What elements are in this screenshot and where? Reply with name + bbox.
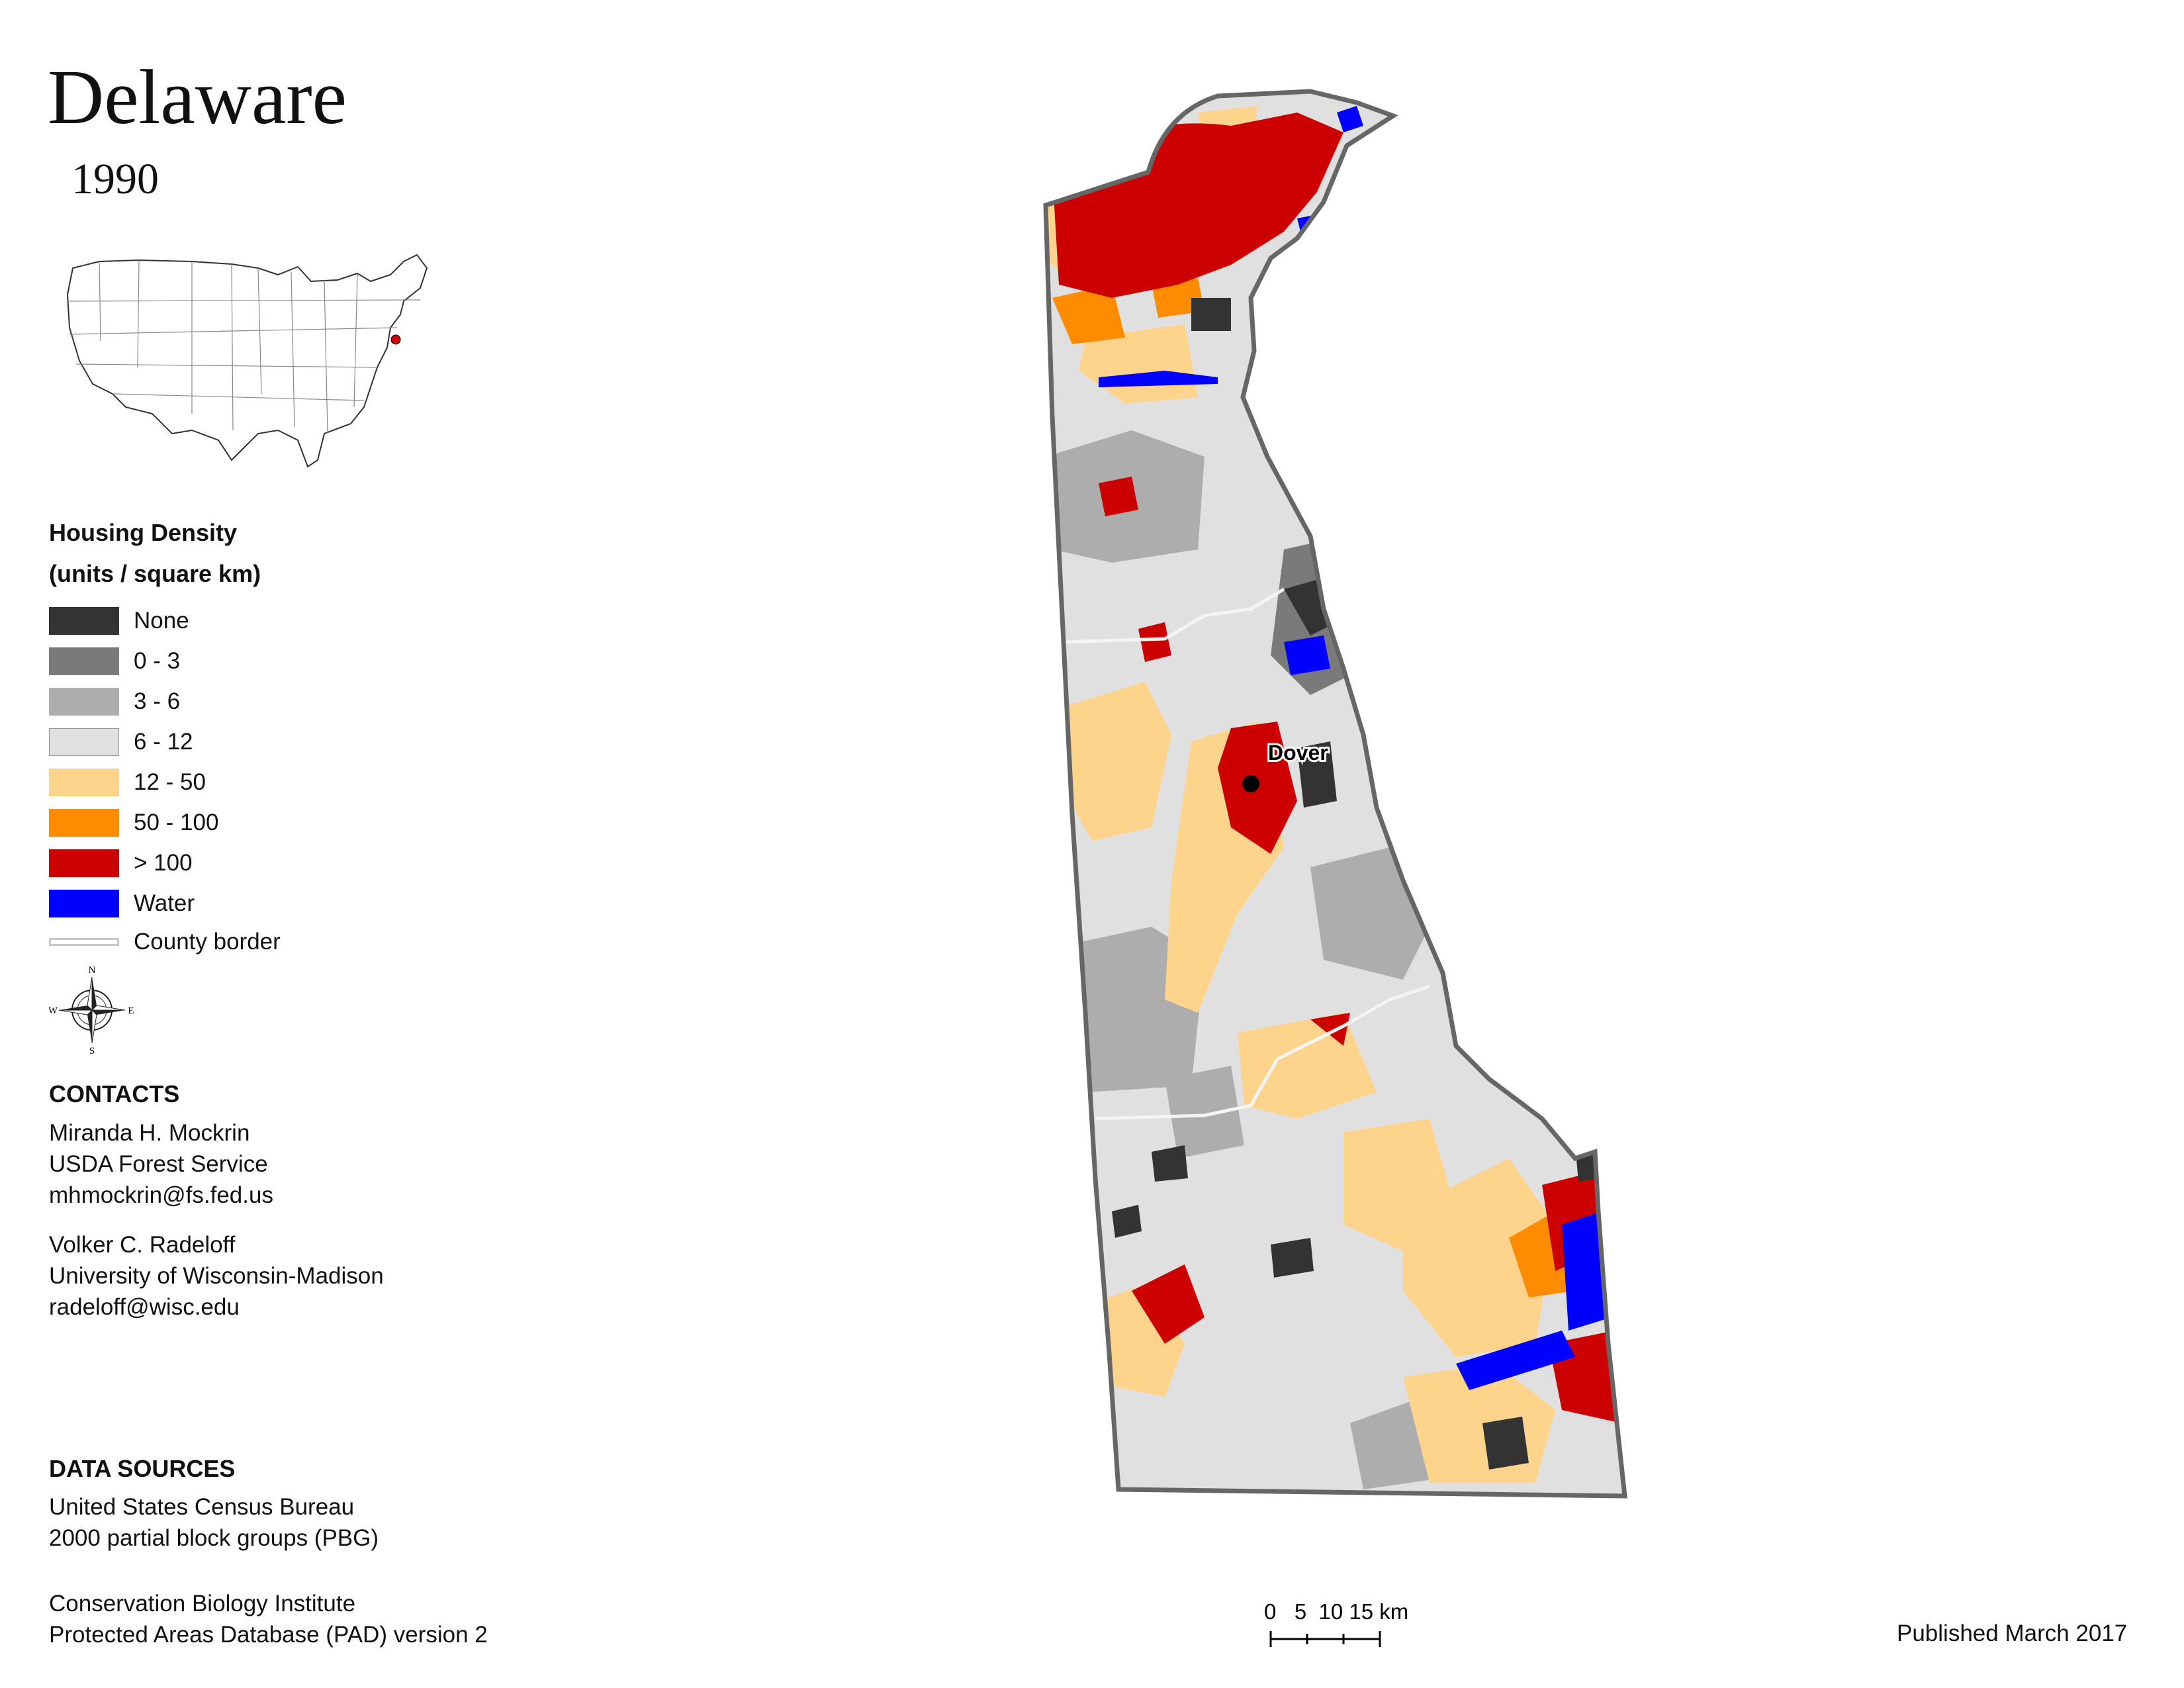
legend-swatch bbox=[49, 890, 119, 917]
legend-label: 3 - 6 bbox=[134, 688, 181, 714]
legend-label: 50 - 100 bbox=[134, 810, 219, 835]
compass-w: W bbox=[49, 1006, 58, 1016]
compass-s: S bbox=[89, 1046, 95, 1055]
compass-n: N bbox=[89, 965, 96, 976]
contacts-heading: CONTACTS bbox=[49, 1080, 180, 1107]
compass-e: E bbox=[128, 1006, 134, 1016]
legend-swatch bbox=[49, 809, 119, 837]
contact-org: USDA Forest Service bbox=[49, 1151, 268, 1177]
legend-label: None bbox=[134, 608, 189, 633]
legend-item-none: None bbox=[49, 604, 189, 637]
delaware-housing-density-map: Dover bbox=[1043, 89, 1627, 1499]
map-title: Delaware bbox=[48, 54, 347, 140]
legend-swatch bbox=[49, 688, 119, 716]
legend-label: 12 - 50 bbox=[134, 769, 206, 795]
legend-swatch bbox=[49, 728, 119, 756]
legend-label: 6 - 12 bbox=[134, 729, 193, 755]
compass-rose-icon: N S E W bbox=[49, 965, 134, 1055]
county-border-north bbox=[1062, 587, 1285, 644]
legend-item-water: Water bbox=[49, 887, 195, 920]
us-locator-map bbox=[66, 254, 428, 468]
contact-2: Volker C. Radeloff University of Wiscons… bbox=[49, 1229, 384, 1323]
data-source-line: United States Census Bureau bbox=[49, 1494, 355, 1520]
state-outline bbox=[1043, 89, 1627, 1499]
county-border-south bbox=[1095, 984, 1430, 1121]
contact-name: Miranda H. Mockrin bbox=[49, 1120, 250, 1146]
data-source-line: 2000 partial block groups (PBG) bbox=[49, 1525, 379, 1551]
contact-org: University of Wisconsin-Madison bbox=[49, 1263, 384, 1289]
data-source-line: Protected Areas Database (PAD) version 2 bbox=[49, 1622, 488, 1648]
legend-item-50-100: 50 - 100 bbox=[49, 806, 218, 839]
delaware-locator-marker bbox=[390, 334, 401, 345]
legend-item-0-3: 0 - 3 bbox=[49, 645, 180, 678]
legend-item-county-border: County border bbox=[49, 925, 281, 959]
map-year: 1990 bbox=[71, 155, 159, 203]
legend-swatch bbox=[49, 769, 119, 796]
legend-label: 0 - 3 bbox=[134, 648, 181, 674]
legend-label: > 100 bbox=[134, 850, 193, 876]
contact-email[interactable]: mhmockrin@fs.fed.us bbox=[49, 1182, 273, 1208]
legend-label: Water bbox=[134, 890, 195, 916]
scale-bar: 0 5 10 15 km bbox=[1264, 1599, 1408, 1647]
published-date: Published March 2017 bbox=[1897, 1620, 2128, 1646]
legend-item-12-50: 12 - 50 bbox=[49, 766, 206, 799]
legend-item-6-12: 6 - 12 bbox=[49, 726, 193, 759]
legend-label: County border bbox=[134, 929, 281, 955]
legend-swatch bbox=[49, 607, 119, 635]
legend-title: Housing Density bbox=[49, 519, 238, 546]
data-sources-heading: DATA SOURCES bbox=[49, 1455, 236, 1482]
data-source-block-2: Conservation Biology Institute Protected… bbox=[49, 1588, 488, 1650]
scale-bar-labels: 0 5 10 15 km bbox=[1264, 1599, 1408, 1624]
data-source-block-1: United States Census Bureau 2000 partial… bbox=[49, 1491, 379, 1554]
dover-city-marker bbox=[1242, 775, 1259, 792]
legend-swatch bbox=[49, 849, 119, 877]
legend-item-3-6: 3 - 6 bbox=[49, 685, 180, 718]
legend-swatch bbox=[49, 938, 119, 946]
legend-units: (units / square km) bbox=[49, 560, 261, 587]
data-source-line: Conservation Biology Institute bbox=[49, 1591, 356, 1617]
legend-item-gt-100: > 100 bbox=[49, 847, 193, 880]
contact-1: Miranda H. Mockrin USDA Forest Service m… bbox=[49, 1117, 273, 1211]
contact-name: Volker C. Radeloff bbox=[49, 1232, 236, 1258]
dover-label: Dover bbox=[1268, 741, 1328, 765]
legend-swatch bbox=[49, 647, 119, 675]
contact-email[interactable]: radeloff@wisc.edu bbox=[49, 1294, 240, 1320]
